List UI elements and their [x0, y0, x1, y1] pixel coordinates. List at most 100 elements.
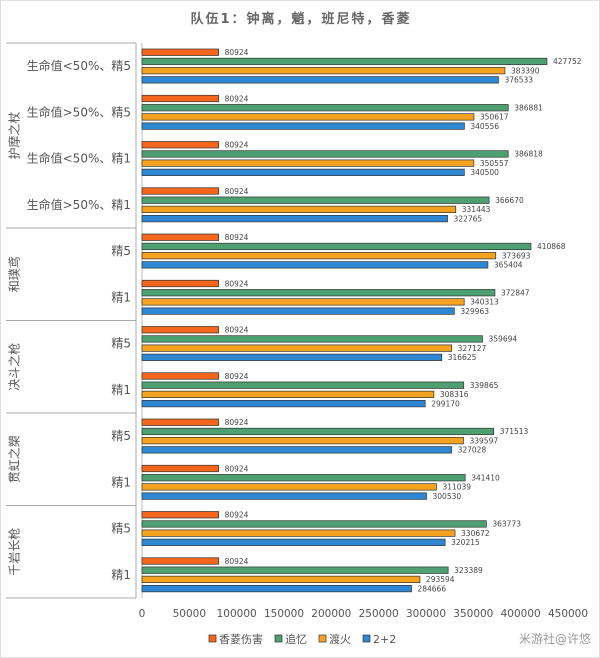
bar-追忆: [141, 566, 449, 574]
bar-香菱伤害: [141, 279, 219, 288]
data-label: 341410: [471, 473, 500, 482]
data-label: 350557: [480, 159, 509, 168]
data-label: 376533: [504, 76, 533, 85]
data-label: 386881: [514, 103, 543, 112]
bar-香菱伤害: [141, 233, 219, 241]
bar-渡火: [141, 529, 456, 537]
x-tick-label: 100000: [217, 608, 257, 620]
group-label: 和璞鸢: [8, 256, 22, 292]
data-label: 80924: [225, 94, 249, 103]
data-label: 293594: [426, 575, 455, 584]
category-label: 精5: [111, 429, 131, 443]
data-label: 80924: [225, 141, 249, 150]
bar-香菱伤害: [141, 418, 219, 426]
data-label: 300530: [433, 492, 462, 501]
data-label: 365404: [494, 261, 523, 270]
bar-2+2: [141, 353, 443, 361]
bar-2+2: [141, 446, 452, 454]
data-label: 316625: [448, 353, 477, 362]
category-label: 精1: [111, 568, 131, 582]
x-tick-label: 0: [139, 608, 146, 620]
data-label: 284666: [417, 584, 446, 593]
bar-追忆: [141, 520, 487, 528]
category-label: 精5: [111, 337, 131, 351]
bar-2+2: [141, 400, 426, 408]
x-tick-label: 350000: [453, 608, 493, 620]
bar-渡火: [141, 344, 453, 352]
category-label: 生命值>50%、精1: [27, 197, 131, 212]
bar-追忆: [141, 335, 483, 343]
bar-追忆: [141, 289, 496, 297]
data-label: 339865: [470, 381, 499, 390]
category-label: 精5: [111, 522, 131, 536]
bar-2+2: [141, 122, 465, 130]
data-label: 383390: [511, 66, 540, 75]
x-tick-label: 300000: [406, 608, 446, 620]
data-label: 80924: [225, 372, 249, 381]
category-label: 精5: [111, 244, 131, 258]
data-label: 340313: [470, 298, 499, 307]
bar-香菱伤害: [141, 187, 219, 195]
bar-香菱伤害: [141, 94, 219, 103]
bar-渡火: [141, 483, 437, 491]
data-label: 311039: [442, 483, 471, 492]
legend-swatch-渡火: [318, 634, 327, 643]
bar-2+2: [141, 492, 427, 500]
category-label: 生命值<50%、精5: [27, 58, 131, 73]
data-label: 80924: [225, 557, 249, 566]
data-label: 80924: [225, 187, 249, 196]
bar-渡火: [141, 437, 464, 445]
bar-追忆: [141, 196, 490, 204]
bar-追忆: [141, 242, 532, 251]
bar-渡火: [141, 159, 475, 167]
bar-追忆: [141, 104, 509, 112]
category-label: 生命值<50%、精1: [27, 151, 131, 166]
legend-label: 渡火: [329, 632, 351, 646]
bar-渡火: [141, 298, 465, 306]
data-label: 299170: [431, 399, 460, 408]
bar-追忆: [141, 427, 495, 436]
data-label: 308316: [440, 390, 469, 399]
data-label: 331443: [462, 205, 491, 214]
x-tick-label: 400000: [501, 608, 541, 620]
group-label: 贯虹之槊: [7, 435, 22, 483]
bar-香菱伤害: [141, 48, 219, 56]
data-label: 80924: [225, 326, 249, 335]
data-label: 327127: [458, 344, 487, 353]
bar-2+2: [141, 168, 465, 176]
bar-渡火: [141, 113, 475, 121]
data-label: 323389: [454, 566, 483, 575]
data-label: 80924: [225, 279, 249, 288]
bar-渡火: [141, 575, 421, 584]
bar-香菱伤害: [141, 326, 219, 334]
bar-2+2: [141, 538, 446, 546]
bar-香菱伤害: [141, 557, 219, 565]
data-label: 371513: [500, 427, 529, 436]
data-label: 80924: [225, 233, 249, 242]
data-label: 340556: [470, 122, 499, 131]
data-label: 410868: [537, 242, 566, 251]
bar-2+2: [141, 307, 455, 315]
category-label: 精1: [111, 475, 131, 489]
bar-2+2: [141, 76, 499, 84]
bar-香菱伤害: [141, 141, 219, 149]
group-label: 护摩之杖: [7, 111, 22, 159]
bar-渡火: [141, 390, 435, 398]
data-label: 359694: [489, 335, 518, 344]
bar-2+2: [141, 261, 489, 269]
data-label: 339597: [469, 436, 498, 445]
category-label: 生命值>50%、精5: [27, 104, 131, 119]
legend-swatch-香菱伤害: [208, 634, 217, 643]
data-label: 322765: [454, 214, 483, 223]
data-label: 80924: [225, 418, 249, 427]
bar-香菱伤害: [141, 464, 219, 473]
x-tick-label: 150000: [264, 608, 304, 620]
legend-label: 追忆: [285, 632, 307, 646]
category-label: 精1: [111, 383, 131, 397]
bar-2+2: [141, 215, 448, 223]
group-label: 千岩长枪: [7, 528, 22, 576]
data-label: 427752: [553, 57, 582, 66]
data-label: 340500: [470, 168, 499, 177]
